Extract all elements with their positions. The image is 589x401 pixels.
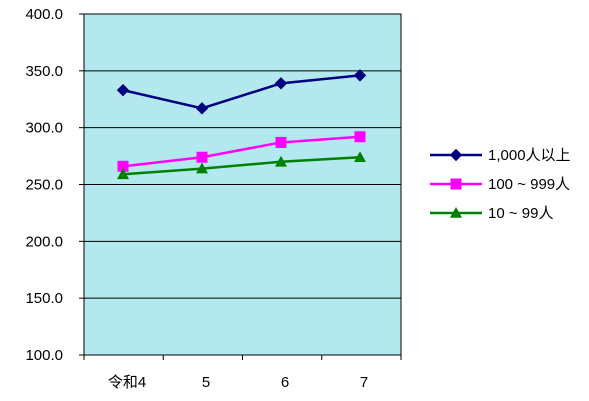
data-point xyxy=(116,83,130,97)
legend-item: 10 ~ 99人 xyxy=(430,205,553,222)
data-point xyxy=(275,136,287,148)
x-tick-label: 令和4 xyxy=(108,374,146,391)
y-axis-ticks: 400.0 350.0 300.0 250.0 200.0 150.0 100.0 xyxy=(25,6,84,364)
data-point xyxy=(353,69,367,82)
legend-label: 10 ~ 99人 xyxy=(488,205,553,222)
data-point xyxy=(117,160,129,172)
x-tick-label: 6 xyxy=(281,374,289,391)
data-point xyxy=(117,168,129,180)
y-tick-label: 250.0 xyxy=(25,177,63,194)
data-point xyxy=(274,77,288,90)
legend-label: 1,000人以上 xyxy=(488,147,571,164)
y-tick-label: 150.0 xyxy=(25,290,63,307)
x-axis-ticks: 令和4 5 6 7 xyxy=(83,355,402,391)
legend-item: 100 ~ 999人 xyxy=(430,176,570,193)
series-lines xyxy=(116,69,367,180)
series-line-1 xyxy=(122,74,361,110)
y-tick-label: 400.0 xyxy=(25,6,63,23)
legend-marker xyxy=(449,148,463,162)
series-line-2 xyxy=(122,135,361,168)
data-point xyxy=(196,162,208,174)
y-tick-label: 100.0 xyxy=(25,347,63,364)
legend-marker xyxy=(450,207,462,218)
data-point xyxy=(354,131,366,143)
grid-lines xyxy=(84,70,401,299)
legend-label: 100 ~ 999人 xyxy=(488,176,570,193)
series-line-3 xyxy=(122,155,361,176)
data-point xyxy=(354,151,366,163)
y-tick-label: 200.0 xyxy=(25,233,63,250)
legend-item: 1,000人以上 xyxy=(430,147,571,164)
legend-marker xyxy=(450,178,462,190)
y-tick-label: 350.0 xyxy=(25,63,63,80)
data-point xyxy=(195,102,209,115)
x-tick-label: 7 xyxy=(360,374,368,391)
data-point xyxy=(275,155,287,167)
data-point xyxy=(196,151,208,163)
legend: 1,000人以上 100 ~ 999人 10 ~ 99人 xyxy=(430,147,571,222)
y-tick-label: 300.0 xyxy=(25,120,63,137)
x-tick-label: 5 xyxy=(202,374,210,391)
